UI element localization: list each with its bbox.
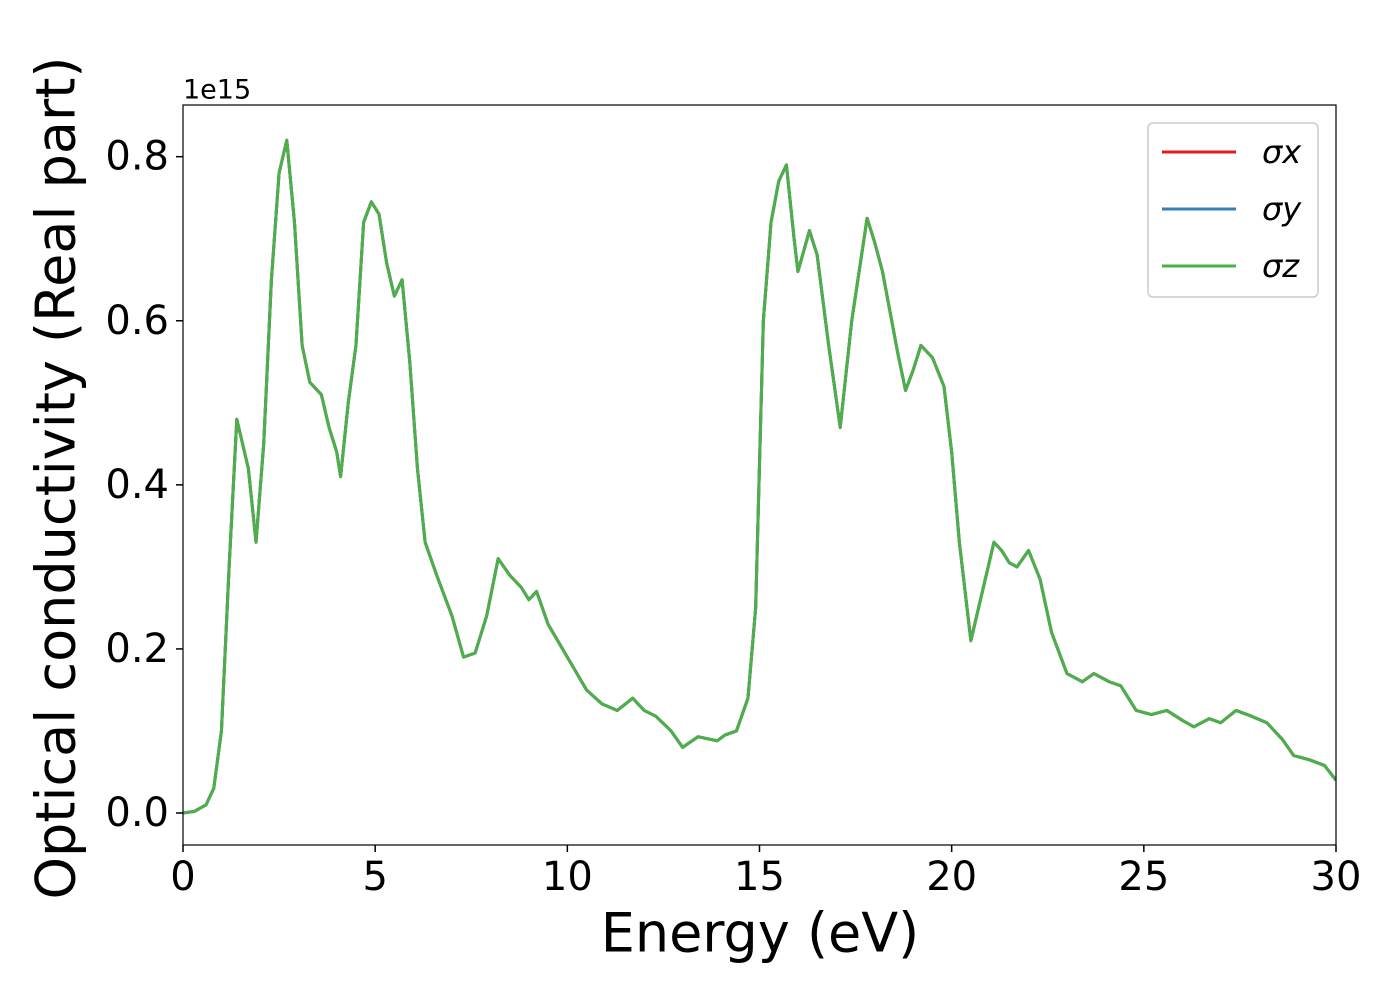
y-tick-label: 0.0 <box>105 790 169 836</box>
y-tick-label: 0.6 <box>105 298 169 344</box>
x-tick-label: 10 <box>542 854 593 900</box>
line-series <box>183 138 1336 815</box>
y-tick-label: 0.2 <box>105 626 169 672</box>
legend-label: σx <box>1262 133 1302 171</box>
legend-label: σy <box>1262 190 1302 228</box>
x-tick-label: 25 <box>1118 854 1169 900</box>
x-axis-label: Energy (eV) <box>601 902 920 965</box>
x-tick-label: 15 <box>734 854 785 900</box>
x-tick-label: 30 <box>1311 854 1362 900</box>
y-tick-label: 0.4 <box>105 462 169 508</box>
y-axis-label: Optical conductivity (Real part) <box>25 57 88 900</box>
x-tick-label: 5 <box>362 854 387 900</box>
x-tick-label: 0 <box>170 854 195 900</box>
plot-frame <box>182 104 1337 846</box>
x-tick-label: 20 <box>926 854 977 900</box>
offset-text: 1e15 <box>183 75 251 106</box>
y-tick-label: 0.8 <box>105 134 169 180</box>
legend-label: σz <box>1262 247 1300 285</box>
